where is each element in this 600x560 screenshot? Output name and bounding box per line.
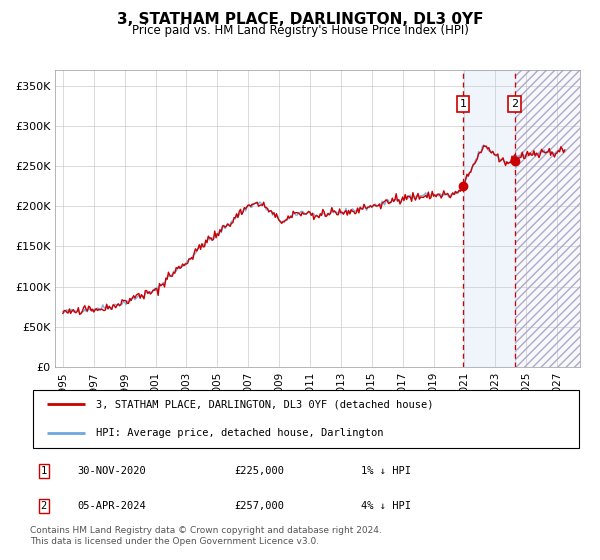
Text: HPI: Average price, detached house, Darlington: HPI: Average price, detached house, Darl…: [96, 428, 384, 438]
Text: 3, STATHAM PLACE, DARLINGTON, DL3 0YF: 3, STATHAM PLACE, DARLINGTON, DL3 0YF: [117, 12, 483, 27]
Text: 2: 2: [511, 99, 518, 109]
Text: £257,000: £257,000: [234, 501, 284, 511]
Bar: [463, 70, 515, 367]
Text: Contains HM Land Registry data © Crown copyright and database right 2024.
This d: Contains HM Land Registry data © Crown c…: [30, 526, 382, 546]
Text: 3, STATHAM PLACE, DARLINGTON, DL3 0YF (detached house): 3, STATHAM PLACE, DARLINGTON, DL3 0YF (d…: [96, 399, 434, 409]
Text: 1% ↓ HPI: 1% ↓ HPI: [361, 466, 411, 476]
Text: 1: 1: [460, 99, 467, 109]
Text: 4% ↓ HPI: 4% ↓ HPI: [361, 501, 411, 511]
Text: 05-APR-2024: 05-APR-2024: [77, 501, 146, 511]
Bar: [515, 70, 580, 367]
Text: 30-NOV-2020: 30-NOV-2020: [77, 466, 146, 476]
Text: 1: 1: [41, 466, 47, 476]
Bar: [515, 70, 580, 367]
Text: Price paid vs. HM Land Registry's House Price Index (HPI): Price paid vs. HM Land Registry's House …: [131, 24, 469, 36]
Text: 2: 2: [41, 501, 47, 511]
Text: £225,000: £225,000: [234, 466, 284, 476]
